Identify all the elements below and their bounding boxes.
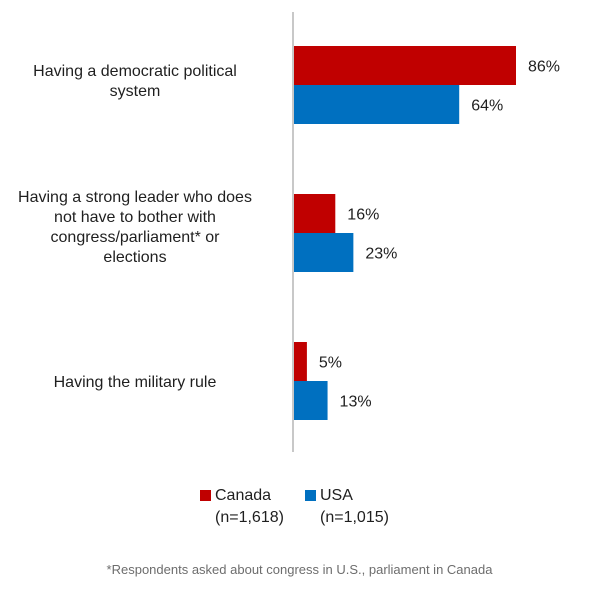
legend-sample-canada: (n=1,618) <box>215 509 284 526</box>
category-label-line: system <box>109 83 161 100</box>
data-label-usa-2: 13% <box>340 394 372 411</box>
footnote: *Respondents asked about congress in U.S… <box>106 562 493 577</box>
category-label-democratic-system: Having a democratic political system <box>0 62 280 102</box>
data-label-canada-2: 5% <box>319 355 342 372</box>
bar-canada-1 <box>294 194 336 233</box>
data-label-canada-0: 86% <box>528 59 560 76</box>
category-label-military-rule: Having the military rule <box>0 373 280 393</box>
legend-sample-usa: (n=1,015) <box>320 509 389 526</box>
legend-swatch-canada <box>200 490 211 501</box>
legend-label-usa: USA <box>320 487 353 504</box>
data-label-canada-1: 16% <box>347 207 379 224</box>
bar-usa-0 <box>294 85 460 124</box>
data-label-usa-0: 64% <box>471 98 503 115</box>
category-label-line: elections <box>103 249 167 266</box>
bar-usa-1 <box>294 233 354 272</box>
data-label-usa-1: 23% <box>365 246 397 263</box>
category-label-line: not have to bother with <box>54 209 216 226</box>
category-label-line: Having the military rule <box>53 374 217 391</box>
category-label-line: Having a democratic political <box>33 63 237 80</box>
bar-usa-2 <box>294 381 328 420</box>
category-label-line: Having a strong leader who does <box>18 189 252 206</box>
category-label-strong-leader: Having a strong leader who does not have… <box>0 188 280 268</box>
legend-label-canada: Canada <box>215 487 272 504</box>
legend-swatch-usa <box>305 490 316 501</box>
bar-canada-0 <box>294 46 516 85</box>
bar-canada-2 <box>294 342 307 381</box>
category-label-line: congress/parliament* or <box>50 229 220 246</box>
